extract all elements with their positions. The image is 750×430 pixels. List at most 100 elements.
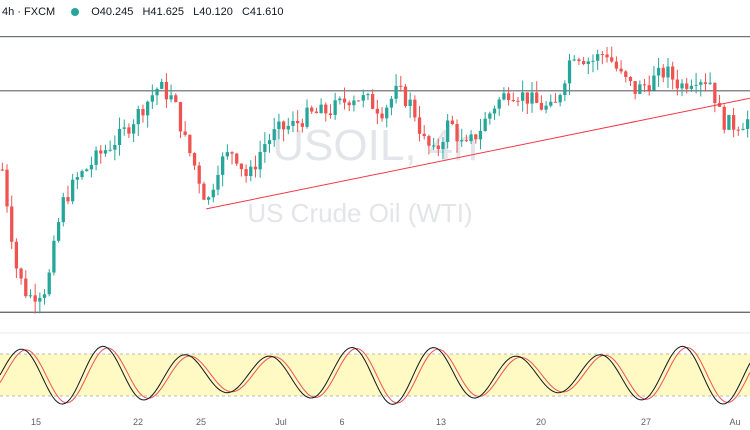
candle-body <box>469 134 473 142</box>
chart-header: 4h · FXCM O40.245 H41.625 L40.120 C41.61… <box>0 0 290 24</box>
candle-body <box>361 95 365 101</box>
trendline[interactable] <box>206 97 750 210</box>
candle-body <box>525 92 529 104</box>
candle-body <box>516 100 520 102</box>
candle-body <box>61 197 65 223</box>
candle-body <box>0 169 4 171</box>
candle-body <box>389 98 394 108</box>
candle-body <box>647 85 651 91</box>
candle-body <box>492 108 497 114</box>
candle-body <box>314 111 319 114</box>
candle-body <box>708 82 712 84</box>
candle-body <box>694 84 698 86</box>
candle-body <box>267 140 272 145</box>
candle-body <box>464 140 469 142</box>
candle-body <box>99 150 103 154</box>
candle-body <box>403 86 408 107</box>
candle-body <box>188 134 192 154</box>
candle-body <box>174 95 178 103</box>
candle-body <box>371 94 375 109</box>
candle-body <box>291 120 295 126</box>
candle-body <box>113 145 117 150</box>
watermark-description: US Crude Oil (WTI) <box>247 198 472 228</box>
candle-body <box>417 117 422 134</box>
candle-body <box>75 177 79 180</box>
candle-body <box>680 83 684 89</box>
candle-body <box>19 268 23 279</box>
x-tick-label: 25 <box>196 417 206 427</box>
candle-body <box>497 99 501 109</box>
candle-body <box>521 92 525 101</box>
candle-body <box>563 83 567 96</box>
symbol-label[interactable]: 4h · FXCM <box>2 6 56 18</box>
candle-body <box>685 83 689 89</box>
candle-body <box>572 59 576 61</box>
candle-body <box>122 127 126 129</box>
candle-body <box>656 67 661 76</box>
candle-body <box>235 153 239 164</box>
candle-body <box>558 95 562 103</box>
candle-body <box>638 84 642 94</box>
stoch-k-line <box>0 345 750 405</box>
candle-body <box>310 107 314 112</box>
candle-body <box>85 169 89 172</box>
candle-body <box>488 113 492 119</box>
candle-body <box>263 144 267 153</box>
candle-body <box>277 121 281 130</box>
candle-body <box>206 197 211 200</box>
open-value: O40.245 <box>91 6 134 18</box>
candle-body <box>347 102 351 106</box>
candle-body <box>446 120 450 142</box>
candle-body <box>689 85 694 89</box>
candle-body <box>614 61 619 69</box>
candle-body <box>703 82 708 84</box>
candle-body <box>736 129 740 131</box>
candle-body <box>33 295 37 302</box>
candle-body <box>272 129 276 141</box>
candle-body <box>474 134 478 140</box>
candles-group <box>0 46 750 314</box>
candle-body <box>671 66 675 80</box>
candle-body <box>366 94 370 96</box>
candle-body <box>141 109 145 116</box>
candle-body <box>581 61 586 65</box>
candle-body <box>216 174 220 190</box>
candle-body <box>731 115 736 130</box>
x-tick-label: Jul <box>275 417 287 427</box>
candle-body <box>5 169 9 207</box>
candle-body <box>427 136 431 146</box>
x-tick-label: 15 <box>31 417 41 427</box>
candle-body <box>591 60 595 62</box>
candle-body <box>80 171 84 178</box>
candle-body <box>183 131 187 135</box>
candle-body <box>422 133 426 137</box>
candle-body <box>94 150 98 165</box>
candle-body <box>586 61 590 65</box>
candle-body <box>535 92 539 103</box>
candle-body <box>511 100 515 102</box>
candle-body <box>652 75 656 91</box>
candle-body <box>544 105 548 110</box>
candle-body <box>192 153 197 166</box>
candle-body <box>600 54 604 56</box>
candle-body <box>610 57 614 62</box>
candle-body <box>628 76 633 82</box>
candle-body <box>202 183 206 200</box>
high-value: H41.625 <box>142 6 185 18</box>
candle-body <box>197 165 201 184</box>
stoch-d-line <box>0 346 750 404</box>
candle-body <box>746 119 750 129</box>
candle-body <box>333 100 337 115</box>
candle-body <box>169 95 173 100</box>
candle-body <box>328 113 333 115</box>
candle-body <box>338 98 342 101</box>
candle-body <box>549 101 553 106</box>
candle-body <box>441 141 445 150</box>
candle-body <box>675 79 679 89</box>
candle-body <box>89 164 94 170</box>
candle-body <box>211 189 215 198</box>
x-tick-label: Au <box>729 417 740 427</box>
x-tick-label: 13 <box>436 417 446 427</box>
candle-body <box>300 123 304 127</box>
